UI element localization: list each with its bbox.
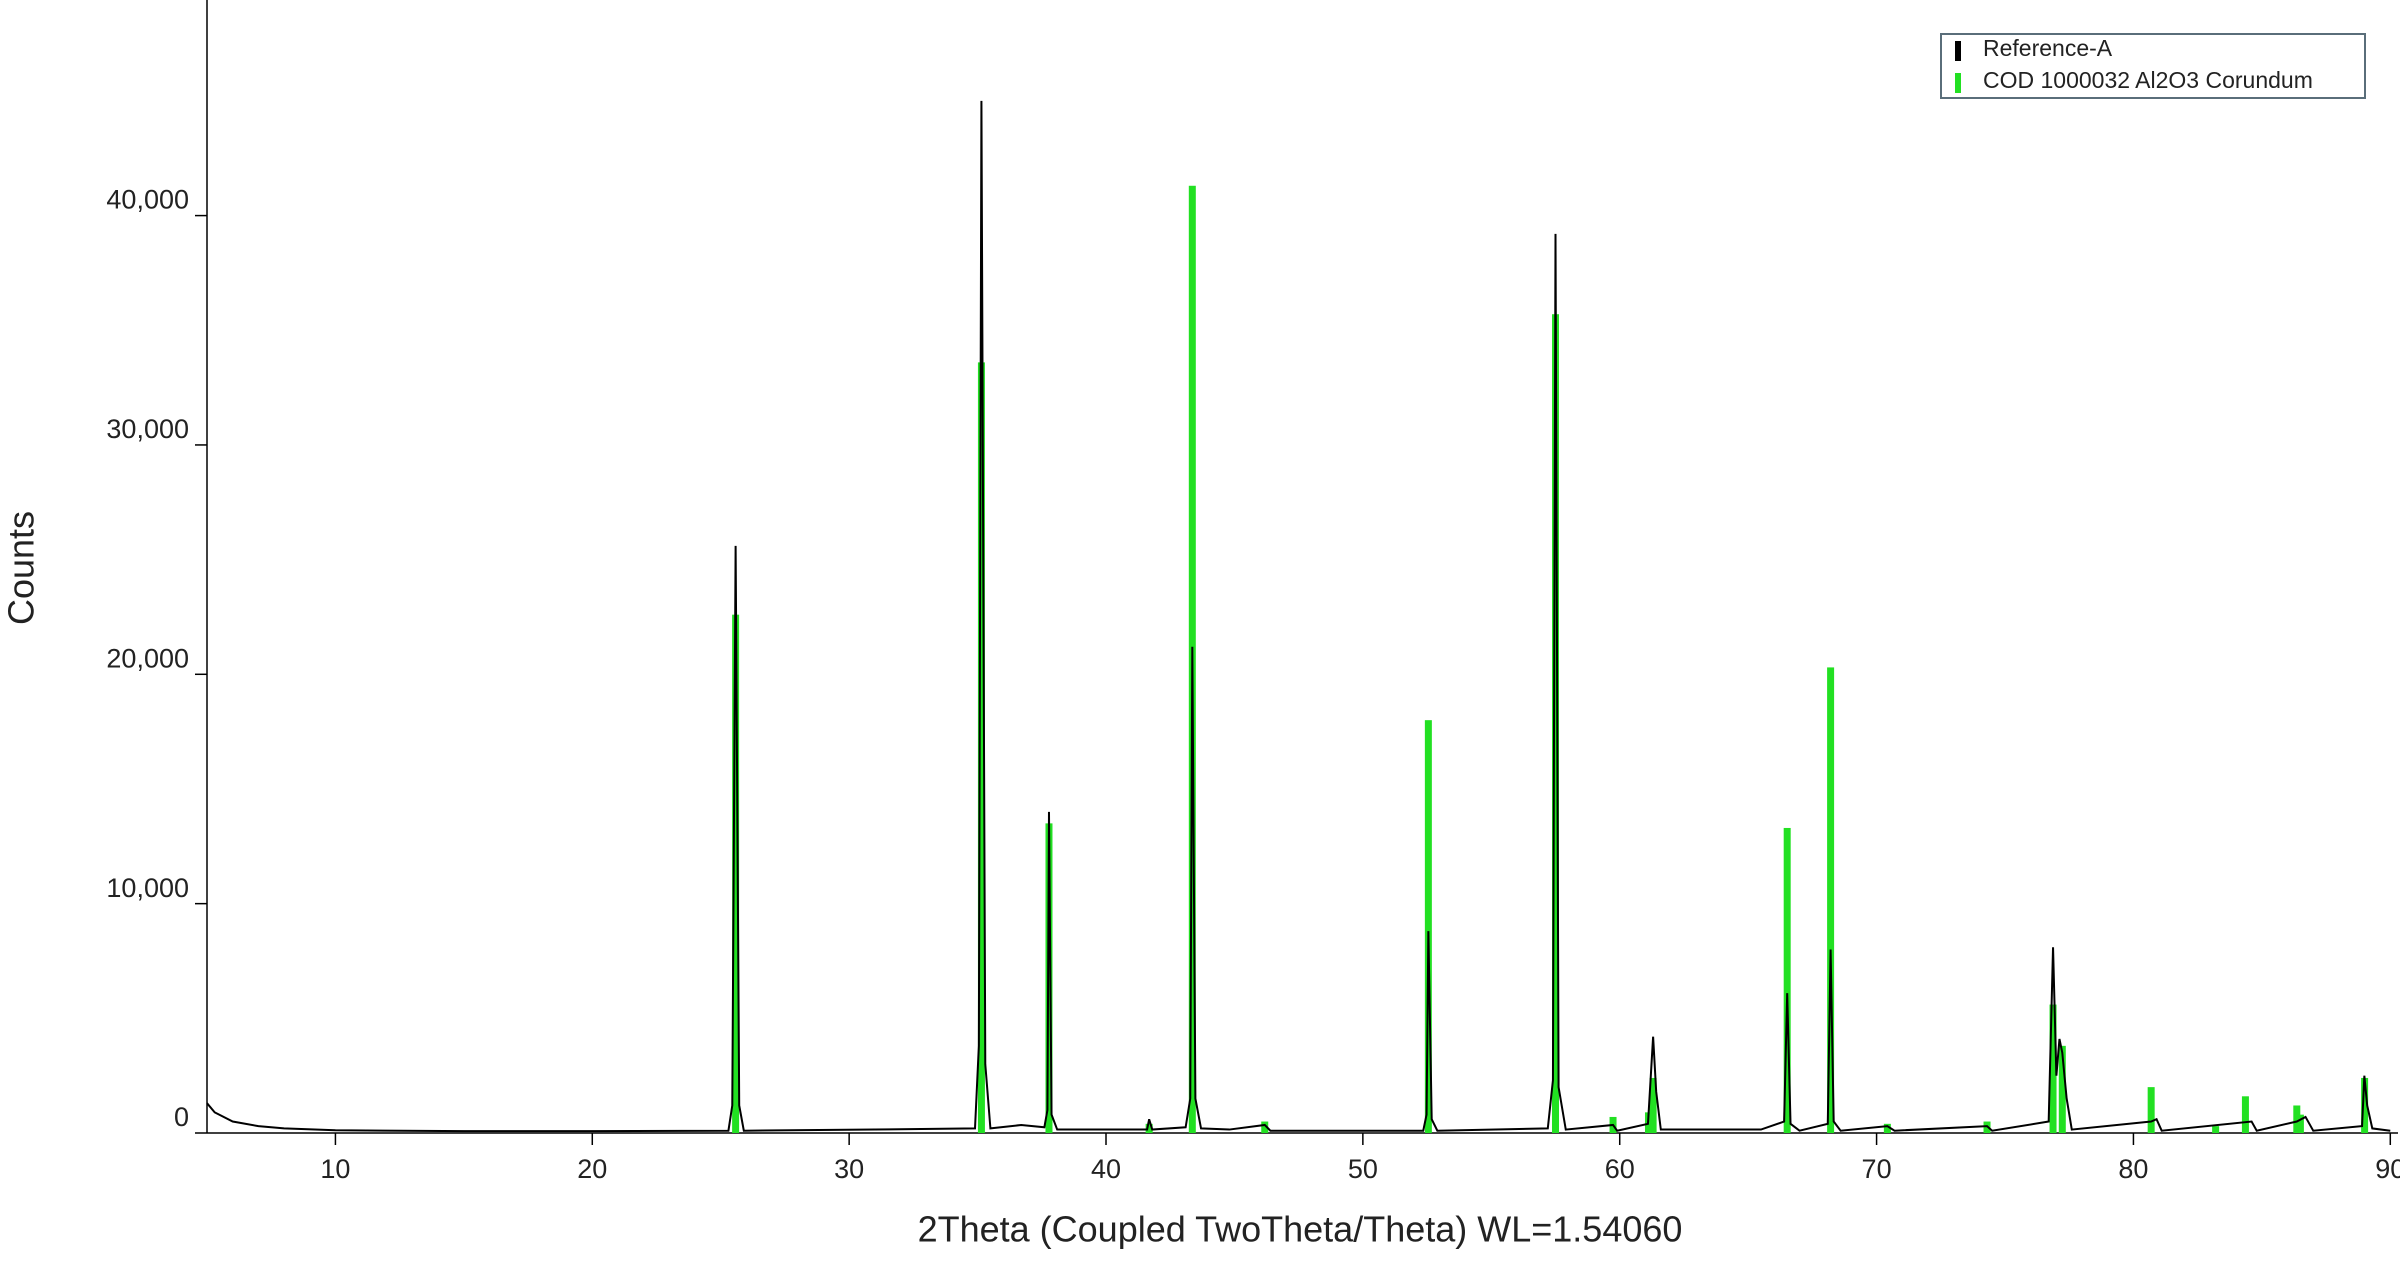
reference-stick <box>1783 827 1791 1133</box>
legend-label: COD 1000032 Al2O3 Corundum <box>1983 67 2313 93</box>
x-tick-label: 80 <box>2118 1154 2148 1184</box>
x-tick-label: 90 <box>2375 1154 2400 1184</box>
x-tick-label: 60 <box>1605 1154 1635 1184</box>
reference-stick <box>1649 1077 1657 1133</box>
x-tick-label: 50 <box>1348 1154 1378 1184</box>
reference-stick <box>2147 1087 2155 1133</box>
legend-marker <box>1955 41 1961 61</box>
reference-stick <box>2293 1105 2301 1133</box>
reference-stick <box>2361 1077 2369 1133</box>
legend-marker <box>1955 73 1961 93</box>
y-tick-label: 20,000 <box>106 643 189 673</box>
x-axis-title: 2Theta (Coupled TwoTheta/Theta) WL=1.540… <box>918 1209 1683 1250</box>
legend-box <box>1940 33 2366 99</box>
reference-stick <box>2241 1096 2249 1133</box>
pattern-line <box>206 100 2391 1133</box>
reference-stick <box>1552 314 1560 1134</box>
reference-stick <box>2212 1126 2220 1133</box>
reference-stick <box>1145 1123 1153 1133</box>
reference-stick <box>2296 1114 2304 1133</box>
y-tick-label: 30,000 <box>106 414 189 444</box>
x-tick-label: 10 <box>320 1154 350 1184</box>
x-tick-label: 40 <box>1091 1154 1121 1184</box>
reference-stick <box>732 614 740 1133</box>
reference-stick <box>1424 720 1432 1133</box>
reference-stick <box>2049 1004 2057 1133</box>
y-axis-title: Counts <box>1 511 42 625</box>
legend-label: Reference-A <box>1983 35 2113 61</box>
reference-stick <box>2058 1045 2066 1133</box>
reference-stick <box>1827 667 1835 1133</box>
y-tick-label: 0 <box>174 1102 189 1132</box>
y-tick-label: 10,000 <box>106 873 189 903</box>
x-tick-label: 70 <box>1862 1154 1892 1184</box>
reference-stick <box>977 362 985 1133</box>
reference-stick <box>1261 1121 1269 1133</box>
x-tick-label: 20 <box>577 1154 607 1184</box>
y-tick-label: 40,000 <box>106 185 189 215</box>
x-tick-label: 30 <box>834 1154 864 1184</box>
reference-stick <box>1883 1123 1891 1133</box>
